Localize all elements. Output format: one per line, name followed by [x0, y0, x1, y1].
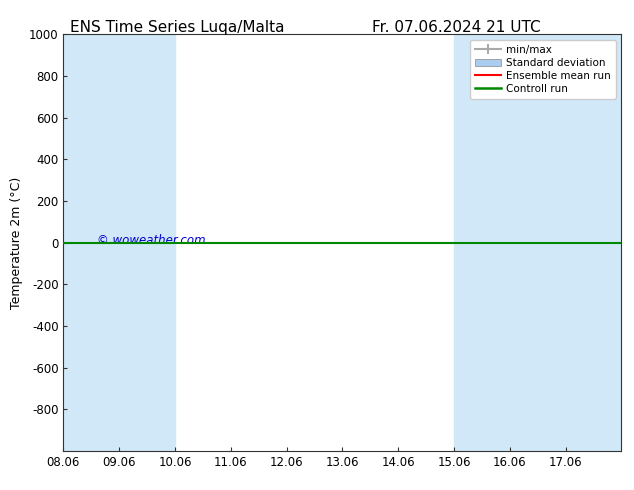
Text: © woweather.com: © woweather.com [97, 234, 205, 247]
Text: Fr. 07.06.2024 21 UTC: Fr. 07.06.2024 21 UTC [372, 20, 541, 35]
Legend: min/max, Standard deviation, Ensemble mean run, Controll run: min/max, Standard deviation, Ensemble me… [470, 40, 616, 99]
Bar [63, 34, 175, 451]
Text: ENS Time Series Luqa/Malta: ENS Time Series Luqa/Malta [70, 20, 285, 35]
Bar [454, 34, 621, 451]
Y-axis label: Temperature 2m (°C): Temperature 2m (°C) [10, 176, 23, 309]
